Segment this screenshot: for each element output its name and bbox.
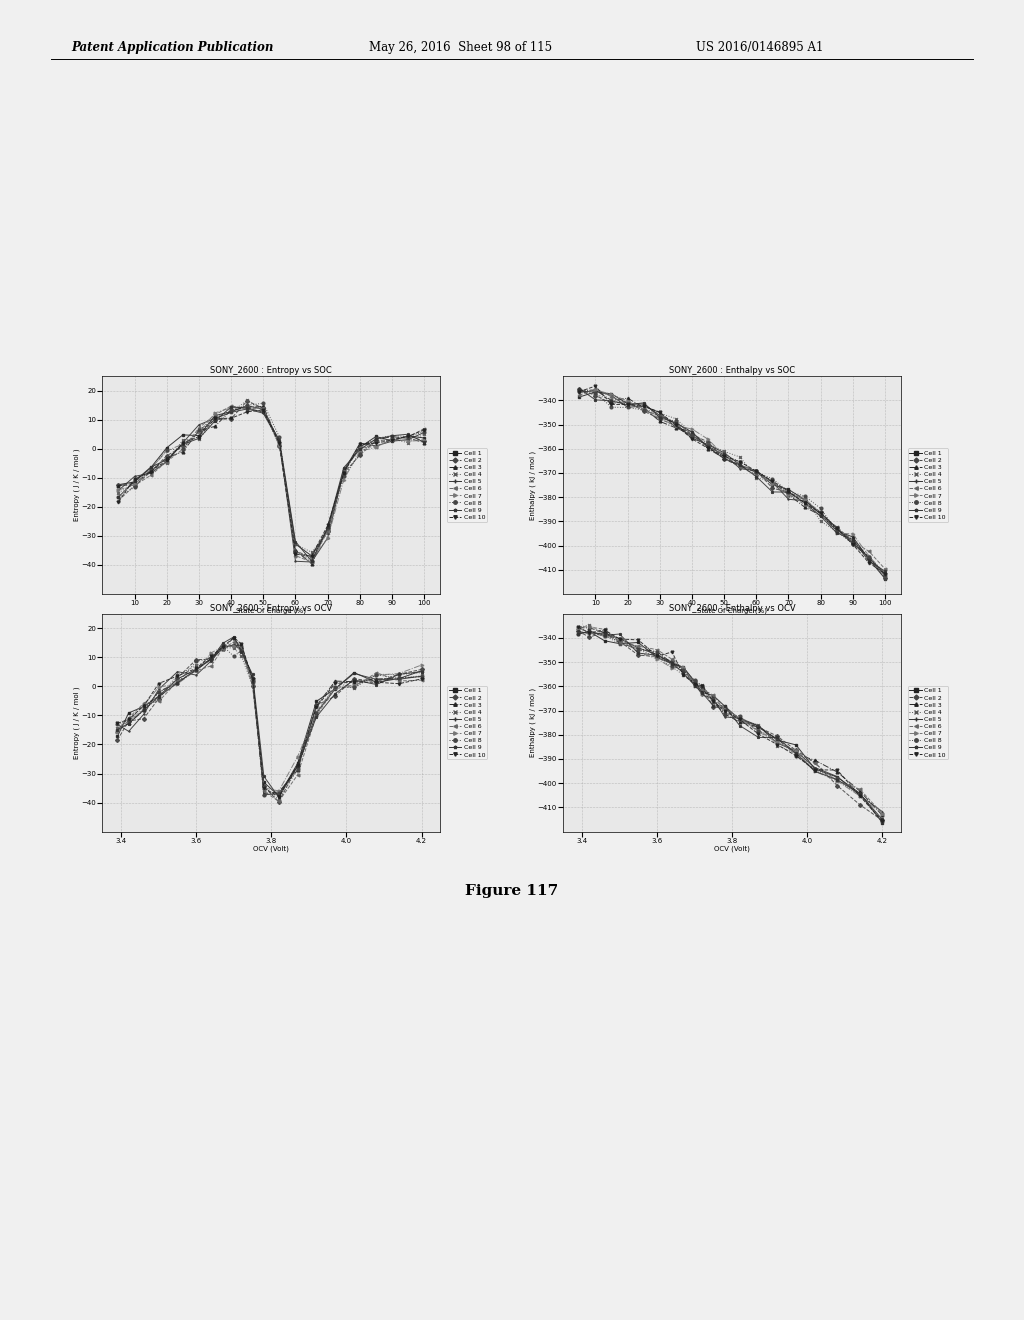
- Text: May 26, 2016  Sheet 98 of 115: May 26, 2016 Sheet 98 of 115: [369, 41, 552, 54]
- X-axis label: State Of Charge (%): State Of Charge (%): [697, 607, 767, 614]
- Title: SONY_2600 : Enthalpy vs SOC: SONY_2600 : Enthalpy vs SOC: [669, 367, 796, 375]
- Title: SONY_2600 : Enthalpy vs OCV: SONY_2600 : Enthalpy vs OCV: [669, 605, 796, 612]
- X-axis label: State Of Charge (%): State Of Charge (%): [237, 607, 306, 614]
- Title: SONY_2600 : Entropy vs SOC: SONY_2600 : Entropy vs SOC: [211, 367, 332, 375]
- Y-axis label: Entropy ( J / K / mol ): Entropy ( J / K / mol ): [74, 686, 80, 759]
- Text: Figure 117: Figure 117: [465, 884, 559, 898]
- Title: SONY_2600 : Entropy vs OCV: SONY_2600 : Entropy vs OCV: [210, 605, 333, 612]
- Text: US 2016/0146895 A1: US 2016/0146895 A1: [696, 41, 823, 54]
- Y-axis label: Enthalpy ( kJ / mol ): Enthalpy ( kJ / mol ): [529, 688, 537, 758]
- Text: Patent Application Publication: Patent Application Publication: [72, 41, 274, 54]
- Y-axis label: Enthalpy ( kJ / mol ): Enthalpy ( kJ / mol ): [529, 450, 537, 520]
- Y-axis label: Entropy ( J / K / mol ): Entropy ( J / K / mol ): [74, 449, 80, 521]
- Legend: Cell 1, Cell 2, Cell 3, Cell 4, Cell 5, Cell 6, Cell 7, Cell 8, Cell 9, Cell 10: Cell 1, Cell 2, Cell 3, Cell 4, Cell 5, …: [907, 449, 948, 521]
- X-axis label: OCV (Volt): OCV (Volt): [253, 845, 290, 851]
- X-axis label: OCV (Volt): OCV (Volt): [714, 845, 751, 851]
- Legend: Cell 1, Cell 2, Cell 3, Cell 4, Cell 5, Cell 6, Cell 7, Cell 8, Cell 9, Cell 10: Cell 1, Cell 2, Cell 3, Cell 4, Cell 5, …: [446, 686, 487, 759]
- Legend: Cell 1, Cell 2, Cell 3, Cell 4, Cell 5, Cell 6, Cell 7, Cell 8, Cell 9, Cell 10: Cell 1, Cell 2, Cell 3, Cell 4, Cell 5, …: [446, 449, 487, 521]
- Legend: Cell 1, Cell 2, Cell 3, Cell 4, Cell 5, Cell 6, Cell 7, Cell 8, Cell 9, Cell 10: Cell 1, Cell 2, Cell 3, Cell 4, Cell 5, …: [907, 686, 948, 759]
